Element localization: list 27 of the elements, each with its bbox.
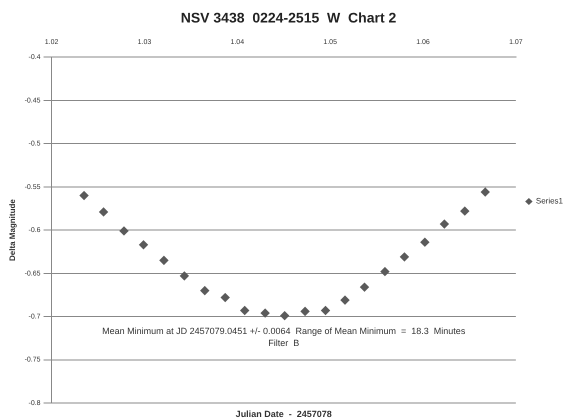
legend-label: Series1 [536, 196, 564, 206]
point [321, 306, 330, 315]
point [340, 296, 350, 305]
point [240, 306, 250, 315]
point [220, 293, 230, 302]
point [440, 220, 449, 229]
point [80, 191, 89, 200]
point [380, 267, 390, 276]
annotation: Mean Minimum at JD 2457079.0451 +/- 0.0064 Range of Mean Minimum = 18.3 Minutes [102, 326, 466, 336]
point [159, 256, 168, 265]
point [300, 306, 310, 316]
point [200, 286, 210, 296]
point [260, 308, 270, 318]
point [180, 271, 189, 280]
point [99, 207, 108, 216]
point [138, 240, 148, 250]
point [280, 311, 290, 320]
x-axis-title: Julian Date - 2457078 [236, 409, 332, 419]
point [480, 188, 490, 197]
point [460, 206, 470, 216]
point [420, 238, 430, 247]
chart-title: NSV 3438 0224-2515 W Chart 2 [180, 9, 396, 26]
point [360, 282, 370, 292]
point [400, 252, 409, 262]
y-axis-title: Delta Magnitude [8, 198, 18, 261]
point [119, 226, 128, 236]
annotation: Filter B [268, 338, 300, 348]
